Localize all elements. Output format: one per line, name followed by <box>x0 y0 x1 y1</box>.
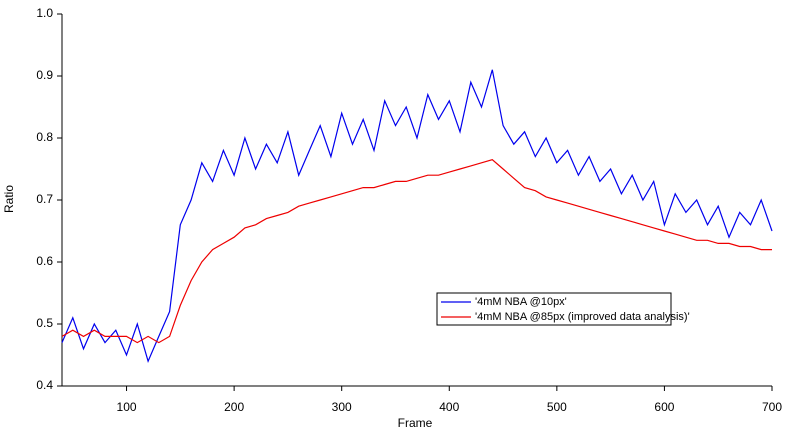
y-axis-label: Ratio <box>2 185 16 213</box>
legend: '4mM NBA @10px' '4mM NBA @85px (improved … <box>436 292 690 326</box>
y-tick-label: 0.7 <box>36 192 53 206</box>
y-tick-label: 1.0 <box>36 6 53 20</box>
x-tick-label: 200 <box>224 400 244 414</box>
y-tick-label: 0.4 <box>36 378 53 392</box>
series-line <box>61 159 772 344</box>
x-tick-label: 100 <box>117 400 137 414</box>
legend-label: '4mM NBA @85px (improved data analysis)' <box>475 311 690 323</box>
series-line <box>61 69 773 363</box>
y-tick-label: 0.9 <box>36 68 53 82</box>
y-tick-label: 0.6 <box>36 254 53 268</box>
x-tick-label: 400 <box>439 400 459 414</box>
x-tick-label: 500 <box>547 400 567 414</box>
legend-label: '4mM NBA @10px' <box>475 296 567 308</box>
x-tick-label: 600 <box>654 400 674 414</box>
x-axis-label: Frame <box>398 416 433 430</box>
x-tick-label: 700 <box>762 400 782 414</box>
x-tick-label: 300 <box>332 400 352 414</box>
y-tick-label: 0.5 <box>36 316 53 330</box>
legend-box <box>436 292 672 326</box>
y-tick-label: 0.8 <box>36 130 53 144</box>
